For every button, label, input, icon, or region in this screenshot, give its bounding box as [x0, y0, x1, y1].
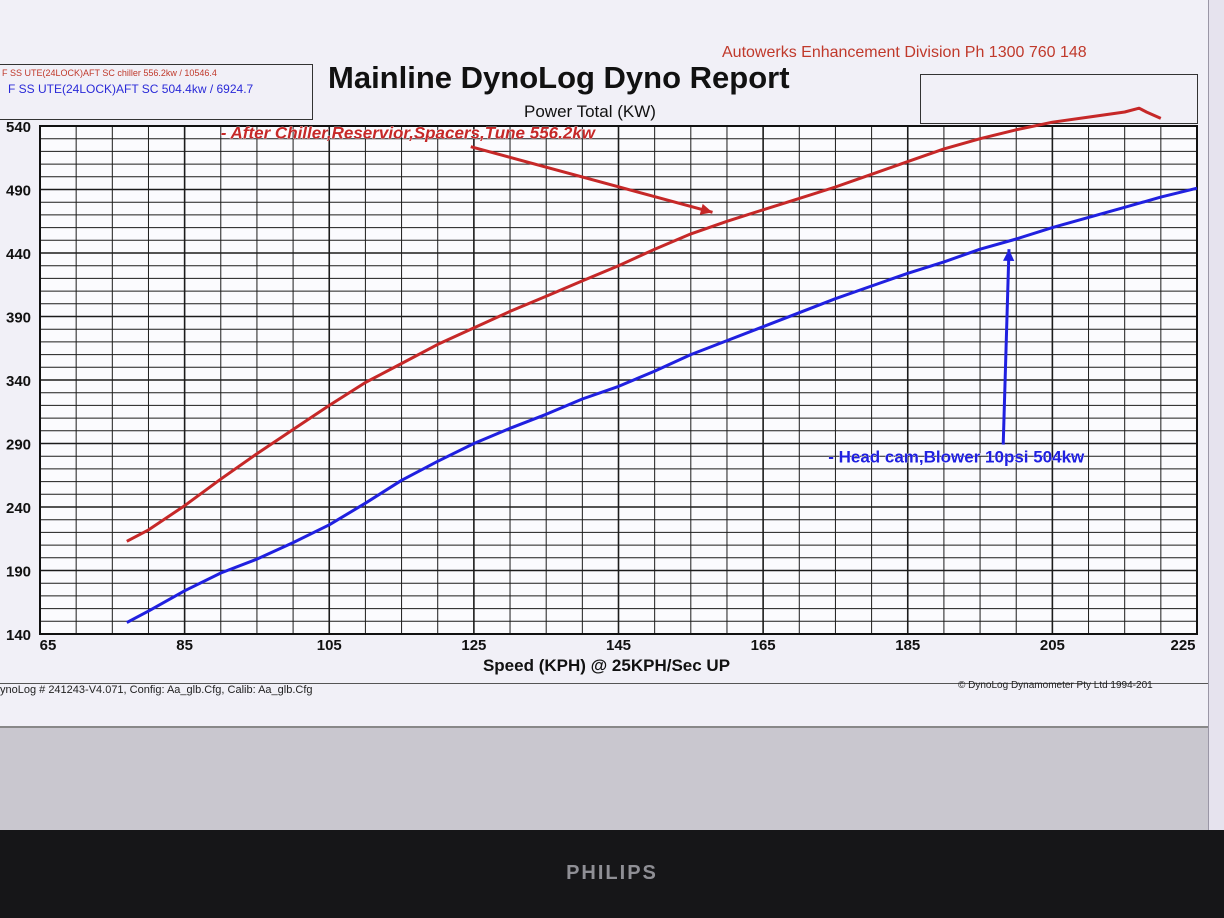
power-chart: 65 85 105 125 145 165 185 205 225 140 190 240 290 340… [6, 106, 1198, 675]
annotation-arrow [470, 145, 713, 214]
x-tick-label: 105 [317, 637, 342, 654]
x-tick-label: 225 [1170, 637, 1195, 654]
x-tick-label: 145 [606, 637, 631, 654]
x-axis-label: Speed (KPH) @ 25KPH/Sec UP [483, 656, 730, 675]
y-tick-label: 540 [6, 119, 31, 136]
series-line-red [126, 106, 1162, 543]
y-tick-label: 340 [6, 373, 31, 390]
y-tick-label: 240 [6, 500, 31, 517]
plot-frame [39, 125, 1198, 635]
y-tick-label: 490 [6, 183, 31, 200]
report-title: Mainline DynoLog Dyno Report [328, 60, 790, 95]
y-tick-label: 440 [6, 246, 31, 263]
footer-copyright: © DynoLog Dynamometer Pty Ltd 1994-201 [958, 680, 1153, 691]
x-tick-label: 205 [1040, 637, 1065, 654]
footer-divider [0, 683, 1208, 684]
y-tick-label: 190 [6, 564, 31, 581]
legend-entry-red: F SS UTE(24LOCK)AFT SC chiller 556.2kw /… [2, 68, 217, 78]
x-tick-label: 85 [176, 637, 193, 654]
annotation-arrow [1001, 249, 1011, 445]
company-name: Autowerks Enhancement Division Ph 1300 7… [722, 44, 1087, 61]
annotation-arrowhead [699, 203, 713, 215]
x-tick-label: 185 [895, 637, 920, 654]
x-tick-label: 65 [40, 637, 57, 654]
legend-entry-blue: F SS UTE(24LOCK)AFT SC 504.4kw / 6924.7 [8, 82, 254, 96]
info-box-empty [920, 74, 1198, 124]
annotation-label: - After Chiller,Reservior,Spacers,Tune 5… [221, 124, 597, 143]
legend-box [0, 64, 313, 120]
monitor-brand: PHILIPS [566, 862, 658, 884]
y-tick-label: 290 [6, 437, 31, 454]
window-edge [1208, 0, 1224, 830]
monitor-bezel [0, 830, 1224, 918]
y-tick-label: 390 [6, 310, 31, 327]
dyno-report-page: Autowerks Enhancement Division Ph 1300 7… [0, 0, 1208, 728]
footer-config: ynoLog # 241243-V4.071, Config: Aa_glb.C… [0, 684, 313, 696]
annotation-arrowhead [1002, 249, 1015, 262]
series-line-blue [126, 186, 1198, 624]
window-background [0, 728, 1224, 830]
chart-subtitle: Power Total (KW) [524, 102, 656, 121]
annotation-label: - Head cam,Blower 10psi 504kw [828, 448, 1085, 467]
monitor-screen: Autowerks Enhancement Division Ph 1300 7… [0, 0, 1224, 830]
x-tick-label: 125 [461, 637, 486, 654]
y-tick-label: 140 [6, 627, 31, 644]
x-tick-label: 165 [751, 637, 776, 654]
